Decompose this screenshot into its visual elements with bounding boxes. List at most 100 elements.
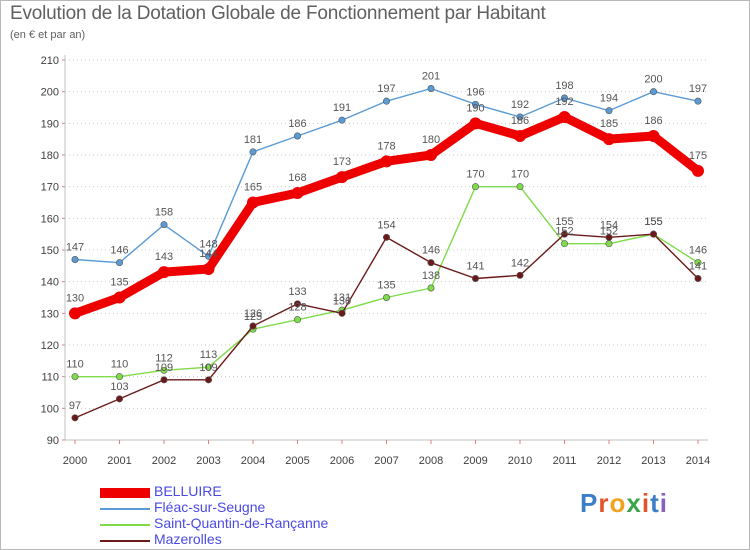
data-point [471, 183, 479, 191]
data-label: 133 [288, 286, 306, 298]
data-label: 170 [466, 169, 484, 181]
data-point [293, 316, 301, 324]
x-tick-label: 2010 [508, 455, 532, 467]
legend-swatch [100, 488, 150, 498]
data-label: 152 [600, 226, 618, 238]
data-label: 148 [199, 238, 217, 250]
data-point [338, 309, 346, 317]
grid-lines [65, 59, 708, 441]
data-point [514, 130, 526, 142]
data-label: 110 [66, 359, 84, 371]
data-point [158, 266, 170, 279]
data-point [293, 132, 301, 140]
y-tick-label: 150 [41, 245, 59, 257]
data-point [249, 148, 257, 156]
data-point [71, 414, 79, 422]
x-tick-label: 2006 [330, 455, 354, 467]
data-point [469, 117, 482, 130]
data-point [516, 183, 524, 191]
data-point [382, 233, 390, 241]
data-point [649, 88, 657, 96]
data-label: 186 [288, 118, 306, 130]
data-label: 131 [333, 292, 351, 304]
chart-subtitle: (en € et par an) [10, 29, 86, 41]
x-tick-label: 2014 [686, 455, 710, 467]
data-point [338, 116, 346, 124]
data-point [205, 363, 213, 371]
data-point [249, 322, 257, 330]
data-label: 138 [422, 270, 440, 282]
data-label: 125 [244, 311, 262, 323]
logo-letter: o [609, 488, 627, 518]
data-point [202, 263, 215, 275]
y-tick-label: 100 [41, 403, 59, 415]
data-label: 112 [155, 352, 173, 364]
data-label: 135 [377, 280, 395, 292]
x-tick-label: 2012 [597, 455, 621, 467]
y-tick-label: 170 [41, 182, 59, 194]
data-point [427, 259, 435, 267]
legend-swatch [100, 524, 150, 526]
data-point [516, 271, 524, 279]
x-tick-label: 2003 [196, 455, 220, 467]
chart-title: Evolution de la Dotation Globale de Fonc… [10, 3, 546, 24]
data-label: 103 [110, 381, 128, 393]
data-label: 142 [511, 257, 529, 269]
data-label: 192 [511, 99, 529, 111]
data-label: 173 [333, 156, 351, 168]
data-label: 168 [288, 172, 306, 184]
data-label: 186 [644, 115, 662, 127]
data-label: 175 [689, 150, 707, 162]
data-label: 201 [422, 71, 440, 83]
data-point [293, 300, 301, 308]
data-label: 128 [288, 302, 306, 314]
data-label: 110 [111, 359, 129, 371]
y-tick-label: 160 [41, 213, 59, 225]
data-point [380, 155, 393, 168]
data-point [116, 395, 124, 403]
data-point [71, 373, 79, 381]
data-point [427, 284, 435, 292]
data-label: 170 [511, 169, 529, 181]
logo-letter: r [598, 488, 610, 518]
x-tick-label: 2002 [152, 455, 176, 467]
data-point [560, 240, 568, 248]
data-point [382, 97, 390, 105]
data-point [71, 255, 79, 263]
logo-letter: t [650, 488, 660, 518]
data-point [69, 307, 81, 320]
y-tick-label: 90 [47, 435, 59, 447]
data-label: 146 [110, 245, 128, 257]
data-point [160, 366, 168, 374]
data-point [336, 171, 348, 184]
data-point [558, 111, 571, 123]
data-point [291, 187, 304, 199]
data-label: 196 [466, 86, 484, 98]
y-tick-label: 130 [41, 308, 59, 320]
data-label: 141 [689, 261, 707, 273]
data-label: 130 [333, 295, 351, 307]
data-label: 155 [644, 216, 662, 228]
data-point [605, 233, 613, 241]
data-label: 158 [155, 207, 173, 219]
data-label: 143 [155, 251, 173, 263]
data-label: 146 [689, 245, 707, 257]
logo-letter: i [659, 488, 668, 518]
data-point [603, 133, 615, 146]
y-tick-label: 200 [41, 87, 59, 99]
data-label: 197 [377, 83, 395, 95]
data-label: 181 [244, 134, 262, 146]
data-label: 198 [555, 80, 573, 92]
x-tick-label: 2009 [463, 455, 487, 467]
data-label: 178 [377, 140, 395, 152]
data-label: 192 [555, 96, 573, 108]
data-point [694, 274, 702, 282]
data-label: 155 [555, 216, 573, 228]
data-label: 109 [155, 362, 173, 374]
data-label: 109 [199, 362, 217, 374]
data-label: 97 [69, 400, 81, 412]
data-point [160, 221, 168, 229]
data-label: 154 [600, 219, 618, 231]
data-point [116, 259, 124, 267]
y-tick-label: 140 [41, 277, 59, 289]
